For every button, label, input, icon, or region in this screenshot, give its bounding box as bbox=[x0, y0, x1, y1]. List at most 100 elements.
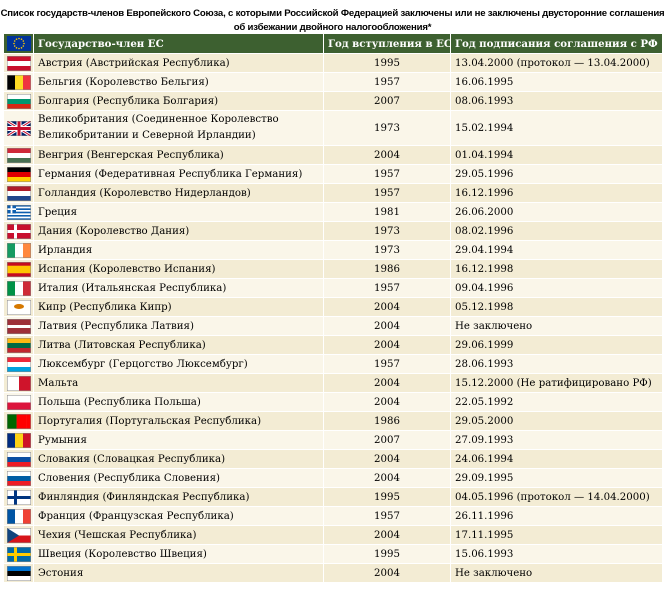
country-name: Люксембург (Герцогство Люксембург) bbox=[33, 354, 324, 374]
country-name: Ирландия bbox=[33, 240, 324, 260]
flag-border bbox=[7, 508, 31, 524]
flag-cell bbox=[3, 316, 34, 336]
country-name: Чехия (Чешская Республика) bbox=[33, 525, 324, 545]
accession-year: 1986 bbox=[323, 411, 451, 431]
flag-part bbox=[7, 461, 31, 467]
flag-border bbox=[7, 356, 31, 372]
flag-part bbox=[7, 375, 20, 391]
flag-border bbox=[7, 280, 31, 296]
flag-icon bbox=[7, 546, 31, 562]
table-body: Австрия (Австрийская Республика) 1995 13.0… bbox=[3, 53, 663, 583]
country-name: Болгария (Республика Болгария) bbox=[33, 91, 324, 111]
flag-border bbox=[7, 337, 31, 353]
flag-part bbox=[7, 157, 31, 163]
flag-part bbox=[7, 508, 16, 524]
table-row: Эстония 2004 Не заключено bbox=[3, 563, 663, 583]
header-cell: Год вступления в ЕС bbox=[323, 33, 451, 54]
flag-icon bbox=[7, 223, 31, 239]
flag-border bbox=[7, 223, 31, 239]
agreement-date: 05.12.1998 bbox=[450, 297, 663, 317]
flag-border bbox=[7, 261, 31, 277]
flag-part bbox=[15, 74, 24, 90]
accession-year: 2004 bbox=[323, 316, 451, 336]
flag-cell bbox=[3, 240, 34, 260]
flag-cell bbox=[3, 145, 34, 165]
accession-year: 1957 bbox=[323, 278, 451, 298]
flag-cell bbox=[3, 110, 34, 146]
flag-part bbox=[7, 495, 31, 499]
flag-part bbox=[15, 280, 24, 296]
flag-part bbox=[7, 166, 31, 172]
agreement-date: 29.09.1995 bbox=[450, 468, 663, 488]
flag-border bbox=[7, 299, 31, 315]
agreement-date: 13.04.2000 (протокол — 13.04.2000) bbox=[450, 53, 663, 73]
flag-star bbox=[18, 37, 20, 40]
flag-cell bbox=[3, 221, 34, 241]
country-name: Финляндия (Финляндская Республика) bbox=[33, 487, 324, 507]
flag-part bbox=[7, 470, 31, 476]
country-name: Испания (Королевство Испания) bbox=[33, 259, 324, 279]
flag-part bbox=[7, 356, 31, 362]
flag-star bbox=[22, 45, 25, 47]
table-row: Финляндия (Финляндская Республика) 1995 04… bbox=[3, 487, 663, 507]
flag-cell bbox=[3, 335, 34, 355]
flag-border bbox=[7, 318, 31, 334]
flag-icon bbox=[7, 318, 31, 334]
flag-border bbox=[7, 185, 31, 201]
country-name: Австрия (Австрийская Республика) bbox=[33, 53, 324, 73]
accession-year: 2004 bbox=[323, 525, 451, 545]
flag-part bbox=[15, 508, 24, 524]
flag-cell bbox=[3, 449, 34, 469]
table-row: Словения (Республика Словения) 2004 29.09.… bbox=[3, 468, 663, 488]
flag-border bbox=[7, 470, 31, 486]
flag-icon bbox=[7, 470, 31, 486]
flag-part bbox=[26, 413, 31, 429]
country-name: Литва (Литовская Республика) bbox=[33, 335, 324, 355]
flag-cell bbox=[3, 164, 34, 184]
flag-cell bbox=[3, 411, 34, 431]
flag-part bbox=[23, 242, 31, 258]
flag-part bbox=[23, 74, 31, 90]
flag-star bbox=[13, 40, 16, 42]
flag-star bbox=[20, 38, 23, 40]
country-name: Мальта bbox=[33, 373, 324, 393]
flag-border bbox=[7, 565, 31, 581]
title: Список государств-членов Европейского Со… bbox=[0, 0, 665, 33]
header-row: Государство-член ЕС Год вступления в ЕС Го… bbox=[3, 33, 663, 54]
table-row: Великобритания (Соединенное Королевство … bbox=[3, 110, 663, 146]
flag-part bbox=[15, 432, 24, 448]
accession-year: 2007 bbox=[323, 430, 451, 450]
flag-border bbox=[7, 166, 31, 182]
agreement-date: 29.04.1994 bbox=[450, 240, 663, 260]
flag-cell bbox=[3, 72, 34, 92]
flag-part bbox=[7, 60, 31, 66]
flag-part bbox=[21, 413, 27, 429]
table-row: Австрия (Австрийская Республика) 1995 13.0… bbox=[3, 53, 663, 73]
flag-part bbox=[15, 242, 24, 258]
table-row: Голландия (Королевство Нидерландов) 1957 1… bbox=[3, 183, 663, 203]
flag-part bbox=[7, 456, 31, 462]
flag-part bbox=[7, 330, 31, 334]
flag-part bbox=[7, 451, 31, 457]
eu-flag-icon bbox=[7, 36, 31, 51]
agreement-date: 26.06.2000 bbox=[450, 202, 663, 222]
flag-part bbox=[7, 432, 16, 448]
flag-part bbox=[7, 195, 31, 201]
table-row: Польша (Республика Польша) 2004 22.05.1992 bbox=[3, 392, 663, 412]
flag-icon bbox=[7, 375, 31, 391]
table-row: Болгария (Республика Болгария) 2007 08.06.… bbox=[3, 91, 663, 111]
flag-border bbox=[7, 546, 31, 562]
flag-part bbox=[7, 475, 31, 481]
flag-star bbox=[23, 42, 25, 45]
flag-part bbox=[7, 229, 31, 233]
flag-icon bbox=[7, 565, 31, 581]
flag-border bbox=[7, 93, 31, 109]
flag-border bbox=[7, 242, 31, 258]
country-name: Голландия (Королевство Нидерландов) bbox=[33, 183, 324, 203]
accession-year: 1981 bbox=[323, 202, 451, 222]
table-row: Италия (Итальянская Республика) 1957 09.04… bbox=[3, 278, 663, 298]
flag-part bbox=[7, 242, 16, 258]
accession-year: 1973 bbox=[323, 221, 451, 241]
flag-part bbox=[7, 570, 31, 576]
flag-cell bbox=[3, 53, 34, 73]
